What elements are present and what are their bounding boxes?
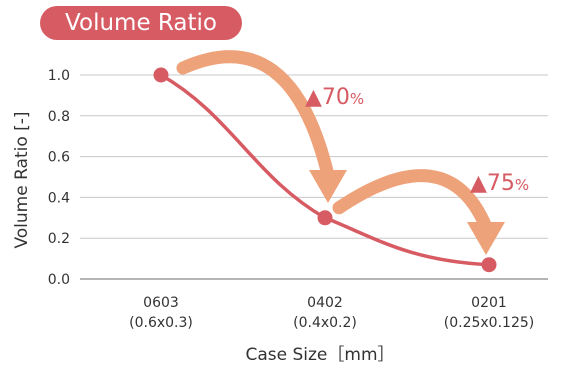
reduction-arrow-shaft [332,169,493,234]
reduction-unit: % [350,90,364,108]
x-category-sublabel: (0.25x0.125) [444,315,534,331]
reduction-value: 75 [487,171,515,196]
data-point [317,210,333,226]
y-axis-label: Volume Ratio [-] [12,111,32,248]
reduction-arrow-shaft [176,50,335,182]
triangle-icon: ▲ [305,85,322,110]
y-tick-labels: 0.0 0.2 0.4 0.6 0.8 1.0 [48,68,70,288]
x-category-labels: 0603 (0.6x0.3) 0402 (0.4x0.2) 0201 (0.25x0.12… [129,295,534,331]
y-tick-label: 0.2 [48,231,70,247]
x-axis-label: Case Size［mm］ [245,345,394,365]
reduction-value: 70 [322,85,350,110]
x-category-sublabel: (0.4x0.2) [293,315,357,331]
x-category-label: 0603 [143,295,179,311]
y-tick-label: 0.0 [48,272,70,288]
y-tick-label: 1.0 [48,68,70,84]
data-point [153,67,169,83]
data-point [481,257,497,273]
x-category-sublabel: (0.6x0.3) [129,315,193,331]
x-category-label: 0201 [471,295,507,311]
reduction-annotations: ▲70%▲75% [305,85,529,196]
reduction-arrows [176,50,505,255]
reduction-label: ▲70% [305,85,364,110]
triangle-icon: ▲ [470,171,487,196]
reduction-arrowhead [309,170,347,203]
y-tick-label: 0.8 [48,109,70,125]
data-points [153,67,497,273]
y-tick-label: 0.4 [48,190,70,206]
y-tick-label: 0.6 [48,150,70,166]
x-category-label: 0402 [307,295,343,311]
reduction-label: ▲75% [470,171,529,196]
reduction-arrowhead [467,222,505,255]
reduction-unit: % [515,176,529,194]
chart-title: Volume Ratio [40,6,242,40]
